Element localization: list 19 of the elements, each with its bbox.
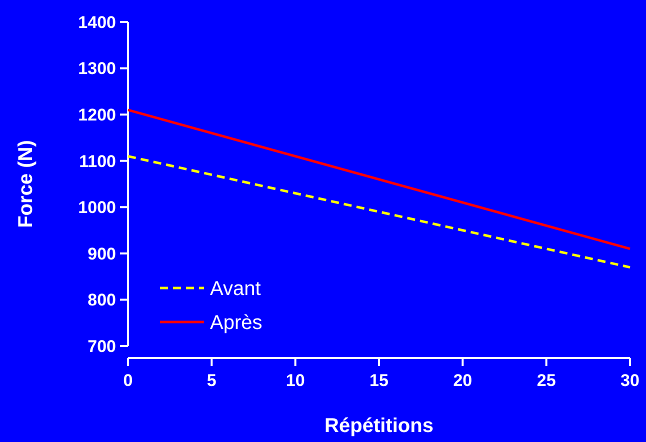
y-tick-label: 700 xyxy=(88,336,116,356)
y-tick-label: 1000 xyxy=(78,198,116,218)
y-tick-label: 800 xyxy=(88,290,116,310)
y-tick-label: 1400 xyxy=(78,12,116,32)
x-tick-label: 0 xyxy=(123,371,133,390)
y-axis-title: Force (N) xyxy=(15,140,37,228)
x-tick-label: 30 xyxy=(620,371,640,390)
x-tick-label: 20 xyxy=(453,371,472,390)
y-tick-label: 1100 xyxy=(79,152,116,171)
x-tick-label: 10 xyxy=(286,371,305,390)
legend-label: Après xyxy=(210,312,262,334)
x-tick-label: 5 xyxy=(206,371,216,390)
y-tick-label: 1300 xyxy=(78,59,116,78)
x-tick-label: 25 xyxy=(536,371,556,390)
x-axis-title: Répétitions xyxy=(324,415,434,437)
y-tick-label: 900 xyxy=(88,244,116,264)
x-tick-label: 15 xyxy=(370,371,388,390)
y-tick-label: 1200 xyxy=(78,106,116,125)
legend-label: Avant xyxy=(210,278,262,300)
